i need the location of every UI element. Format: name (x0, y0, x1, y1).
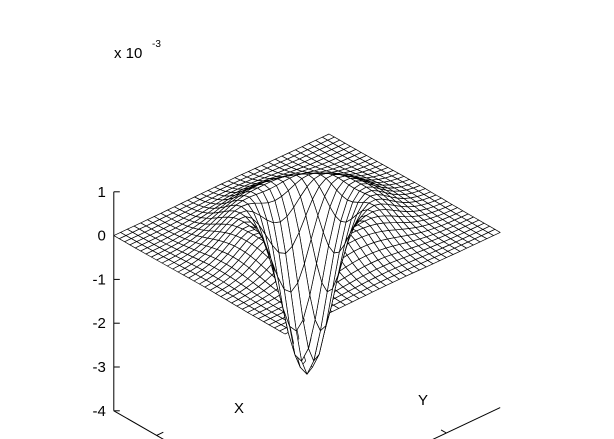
z-scale-exponent: -3 (152, 39, 161, 50)
y-axis-label: Y (418, 392, 428, 409)
mesh-cell (113, 232, 127, 240)
z-scale-factor: x 10 (114, 45, 142, 62)
z-tick-label: 0 (97, 228, 105, 245)
z-tick-label: -1 (92, 271, 105, 288)
x-axis-label: X (234, 400, 244, 417)
x-axis-line (113, 410, 164, 439)
surface-mesh (113, 133, 501, 375)
z-tick-label: -2 (92, 315, 105, 332)
y-tick (440, 429, 447, 434)
y-axis-line (432, 407, 501, 439)
axes-layer (113, 191, 501, 439)
z-tick-label: 1 (97, 184, 105, 201)
x-tick (156, 431, 164, 436)
z-tick-label: -4 (92, 403, 105, 420)
axis-text-layer: x 10 -3 X Y -4-3-2-101-4-202-4-202 (92, 39, 428, 420)
z-tick-label: -3 (92, 359, 105, 376)
